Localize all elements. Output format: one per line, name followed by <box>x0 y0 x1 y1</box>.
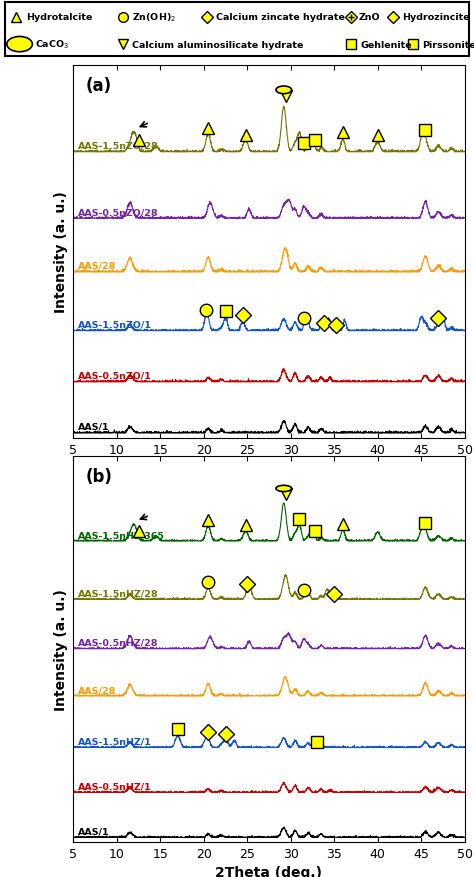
Text: AAS-1.5nHZ/365: AAS-1.5nHZ/365 <box>78 531 164 539</box>
Text: (a): (a) <box>85 77 111 95</box>
Text: AAS-0.5nZO/28: AAS-0.5nZO/28 <box>78 208 158 217</box>
Text: AAS/28: AAS/28 <box>78 261 116 270</box>
X-axis label: 2Theta (deg.): 2Theta (deg.) <box>216 462 322 476</box>
Text: AAS-0.5nHZ/28: AAS-0.5nHZ/28 <box>78 638 158 647</box>
Text: AAS-1.5nZO/28: AAS-1.5nZO/28 <box>78 141 159 151</box>
Ellipse shape <box>7 38 32 53</box>
Text: (b): (b) <box>85 467 112 486</box>
Text: Hydrotalcite: Hydrotalcite <box>26 13 92 22</box>
Text: Calcium aluminosilicate hydrate: Calcium aluminosilicate hydrate <box>132 40 304 49</box>
Text: CaCO$_3$: CaCO$_3$ <box>35 39 69 51</box>
Y-axis label: Intensity (a. u.): Intensity (a. u.) <box>54 191 68 313</box>
Text: AAS-1.5nZO/1: AAS-1.5nZO/1 <box>78 320 152 329</box>
Text: Calcium zincate hydrate: Calcium zincate hydrate <box>216 13 345 22</box>
Ellipse shape <box>276 87 292 95</box>
Text: AAS-1.5nHZ/1: AAS-1.5nHZ/1 <box>78 737 152 746</box>
Text: Pirssonite: Pirssonite <box>422 40 474 49</box>
Ellipse shape <box>276 486 292 492</box>
Text: Gehlenite: Gehlenite <box>360 40 412 49</box>
Y-axis label: Intensity (a. u.): Intensity (a. u.) <box>54 588 68 709</box>
Text: AAS/28: AAS/28 <box>78 685 116 695</box>
Text: AAS/1: AAS/1 <box>78 423 109 431</box>
FancyBboxPatch shape <box>5 3 469 57</box>
X-axis label: 2Theta (deg.): 2Theta (deg.) <box>216 866 322 877</box>
Text: ZnO: ZnO <box>359 13 380 22</box>
Text: Hydrozincite: Hydrozincite <box>402 13 470 22</box>
Text: AAS-0.5nZO/1: AAS-0.5nZO/1 <box>78 371 152 381</box>
Text: AAS-1.5nHZ/28: AAS-1.5nHZ/28 <box>78 588 158 598</box>
Text: Zn(OH)$_2$: Zn(OH)$_2$ <box>132 11 176 24</box>
Text: AAS-0.5nHZ/1: AAS-0.5nHZ/1 <box>78 781 152 791</box>
Text: AAS/1: AAS/1 <box>78 827 109 836</box>
